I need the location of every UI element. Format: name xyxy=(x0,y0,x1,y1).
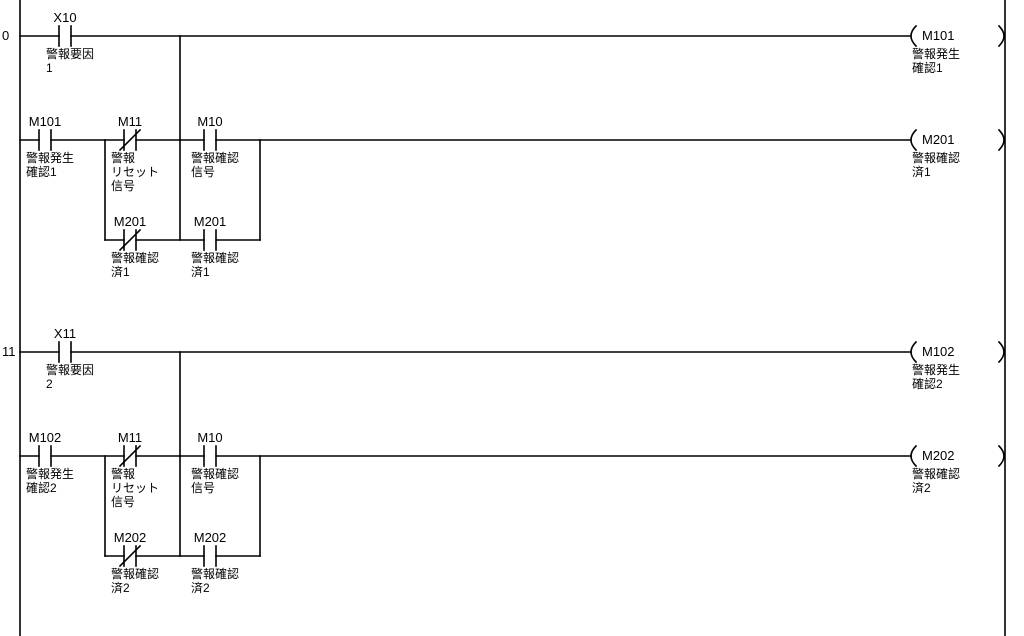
svg-text:X11: X11 xyxy=(54,326,76,341)
svg-text:警報確認済1: 警報確認済1 xyxy=(191,250,239,279)
svg-text:M101: M101 xyxy=(29,114,62,129)
svg-text:警報発生確認1: 警報発生確認1 xyxy=(26,150,74,179)
svg-text:警報確認済2: 警報確認済2 xyxy=(191,566,239,595)
svg-text:警報要因2: 警報要因2 xyxy=(46,362,94,391)
svg-text:M102: M102 xyxy=(922,344,955,359)
svg-text:警報確認済2: 警報確認済2 xyxy=(111,566,159,595)
svg-text:M202: M202 xyxy=(114,530,147,545)
svg-text:11: 11 xyxy=(2,344,16,359)
svg-text:警報発生確認2: 警報発生確認2 xyxy=(912,362,960,391)
svg-text:警報要因1: 警報要因1 xyxy=(46,46,94,75)
svg-text:M11: M11 xyxy=(118,114,142,129)
svg-text:警報確認済1: 警報確認済1 xyxy=(912,150,960,179)
svg-text:M201: M201 xyxy=(114,214,147,229)
svg-text:M10: M10 xyxy=(197,430,222,445)
svg-text:警報確認信号: 警報確認信号 xyxy=(191,466,239,495)
svg-text:0: 0 xyxy=(2,28,9,43)
svg-text:警報リセット信号: 警報リセット信号 xyxy=(111,150,159,193)
svg-text:警報発生確認1: 警報発生確認1 xyxy=(912,46,960,75)
svg-text:M11: M11 xyxy=(118,430,142,445)
svg-text:M10: M10 xyxy=(197,114,222,129)
svg-text:M202: M202 xyxy=(922,448,955,463)
ladder-diagram: 0 X10 警報要因1 M101 警報発生確認1 M101 警報発生確認1 M11 警報リセット… xyxy=(0,0,1024,636)
svg-text:警報発生確認2: 警報発生確認2 xyxy=(26,466,74,495)
svg-text:M202: M202 xyxy=(194,530,227,545)
svg-text:M102: M102 xyxy=(29,430,62,445)
svg-text:M201: M201 xyxy=(194,214,227,229)
svg-text:X10: X10 xyxy=(53,10,76,25)
svg-text:警報確認済1: 警報確認済1 xyxy=(111,250,159,279)
svg-text:警報確認信号: 警報確認信号 xyxy=(191,150,239,179)
svg-text:警報リセット信号: 警報リセット信号 xyxy=(111,466,159,509)
svg-text:警報確認済2: 警報確認済2 xyxy=(912,466,960,495)
svg-text:M201: M201 xyxy=(922,132,955,147)
svg-text:M101: M101 xyxy=(922,28,955,43)
